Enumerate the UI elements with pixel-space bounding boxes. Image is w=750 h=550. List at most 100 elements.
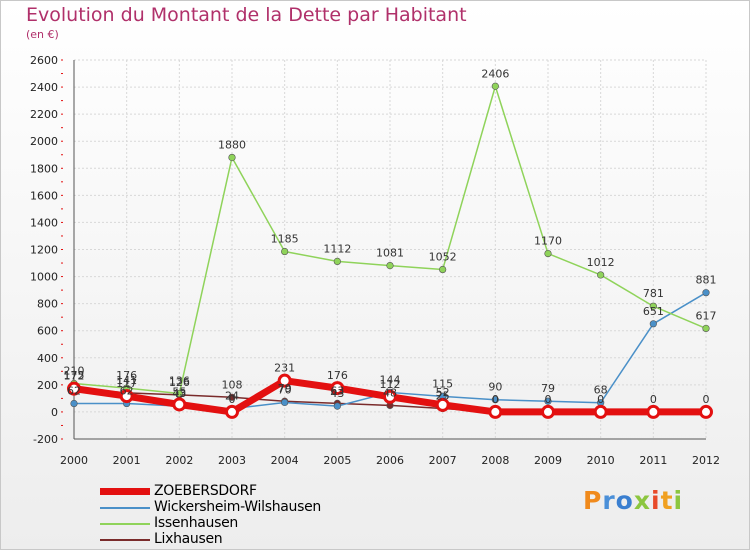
legend-label-wickersheim: Wickersheim-Wilshausen: [154, 499, 322, 515]
data-label-issenhausen: 2406: [481, 67, 509, 80]
legend-label-issenhausen: Issenhausen: [154, 515, 239, 531]
point-issenhausen: [175, 389, 183, 398]
x-tick-label: 2011: [639, 454, 667, 467]
y-tick-label: 0: [51, 406, 58, 419]
data-label-lixhausen: 141: [116, 374, 137, 387]
point-issenhausen: [333, 257, 341, 266]
legend-label-lixhausen: Lixhausen: [154, 531, 223, 547]
data-label-zoebersdorf: 0: [597, 393, 604, 406]
point-issenhausen: [386, 262, 394, 270]
logo-letter: i: [651, 486, 661, 515]
data-label-zoebersdorf: 172: [64, 370, 85, 383]
data-label-wickersheim-wilshausen: 881: [696, 274, 717, 287]
data-label-wickersheim-wilshausen: 43: [330, 387, 344, 400]
data-label-wickersheim-wilshausen: 68: [594, 384, 608, 397]
y-tick-label: 1400: [30, 216, 58, 229]
point-zoebersdorf: [119, 389, 134, 404]
logo-letter: r: [602, 486, 616, 515]
data-label-issenhausen: 1880: [218, 138, 246, 151]
y-tick-label: 600: [37, 325, 58, 338]
point-wickersheim-wilshausen: [281, 398, 289, 407]
y-tick-label: 2200: [30, 108, 58, 121]
data-label-lixhausen: 126: [169, 376, 190, 389]
point-wickersheim-wilshausen: [333, 402, 341, 410]
point-wickersheim-wilshausen: [491, 396, 499, 404]
data-label-wickersheim-wilshausen: 70: [278, 383, 292, 396]
data-label-issenhausen: 781: [643, 287, 664, 300]
data-label-wickersheim-wilshausen: 62: [120, 385, 134, 398]
x-tick-label: 2010: [587, 454, 615, 467]
x-tick-label: 2012: [692, 454, 720, 467]
legend-item-issenhausen: Issenhausen: [100, 515, 400, 532]
y-tick-label: 1600: [30, 189, 58, 202]
data-label-zoebersdorf: 0: [492, 393, 499, 406]
data-label-issenhausen: 617: [696, 309, 717, 322]
point-zoebersdorf: [172, 397, 187, 412]
data-label-lixhausen: 108: [222, 378, 243, 391]
point-zoebersdorf: [646, 404, 661, 419]
data-label-wickersheim-wilshausen: 144: [380, 373, 401, 386]
data-label-wickersheim-wilshausen: 43: [172, 387, 186, 400]
data-label-wickersheim-wilshausen: 62: [67, 385, 81, 398]
point-zoebersdorf: [277, 373, 292, 388]
data-label-lixhausen: 175: [64, 369, 85, 382]
data-labels: 175 141 126 108 79 63 48 25 62 62 43 24 70 43 144 115 90…: [64, 67, 717, 406]
x-tick-label: 2006: [376, 454, 404, 467]
data-label-lixhausen: 79: [278, 382, 292, 395]
data-label-zoebersdorf: 112: [380, 378, 401, 391]
point-wickersheim-wilshausen: [544, 397, 552, 405]
proxiti-logo: Proxiti: [583, 486, 683, 515]
y-tick-label: 2600: [30, 54, 58, 67]
data-label-issenhausen: 1170: [534, 235, 562, 248]
x-tick-label: 2000: [60, 454, 88, 467]
point-wickersheim-wilshausen: [702, 289, 710, 297]
point-zoebersdorf: [225, 404, 239, 419]
data-label-wickersheim-wilshausen: 651: [643, 305, 664, 318]
point-zoebersdorf: [67, 381, 81, 396]
y-tick-label: 800: [37, 298, 58, 311]
data-label-zoebersdorf: 0: [650, 393, 657, 406]
y-tick-label: 2000: [30, 135, 58, 148]
point-issenhausen: [597, 271, 605, 279]
point-issenhausen: [281, 247, 289, 256]
y-tick-label: 1200: [30, 244, 58, 257]
x-tick-label: 2007: [429, 454, 457, 467]
data-label-wickersheim-wilshausen: 79: [541, 382, 555, 395]
data-label-issenhausen: 176: [116, 369, 137, 382]
data-label-lixhausen: 25: [436, 390, 450, 403]
point-zoebersdorf: [488, 404, 503, 419]
legend-item-zoebersdorf: ZOEBERSDORF: [100, 483, 400, 500]
point-issenhausen: [544, 249, 552, 258]
x-tick-label: 2009: [534, 454, 562, 467]
point-zoebersdorf: [435, 397, 450, 412]
data-label-zoebersdorf: 231: [274, 362, 295, 375]
legend-swatch-issenhausen: [100, 523, 150, 525]
logo-letter: x: [633, 486, 651, 515]
point-zoebersdorf: [383, 389, 397, 404]
y-tick-label: 1000: [30, 271, 58, 284]
data-label-zoebersdorf: 0: [703, 393, 710, 406]
data-label-wickersheim-wilshausen: 24: [225, 390, 239, 403]
point-wickersheim-wilshausen: [70, 399, 78, 408]
legend-swatch-wickersheim: [100, 507, 150, 509]
legend-swatch-zoebersdorf: [100, 488, 150, 495]
data-label-lixhausen: 63: [330, 384, 344, 397]
data-label-wickersheim-wilshausen: 115: [432, 377, 453, 390]
point-zoebersdorf: [330, 381, 345, 396]
x-tick-label: 2002: [165, 454, 193, 467]
y-tick-label: 1800: [30, 162, 58, 175]
y-tick-label: 2400: [30, 81, 58, 94]
x-tick-label: 2005: [323, 454, 351, 467]
axes: -200020040060080010001200140016001800200…: [30, 54, 720, 467]
point-issenhausen: [228, 153, 236, 162]
point-zoebersdorf: [541, 404, 555, 419]
logo-letter: t: [660, 486, 674, 515]
data-label-issenhausen: 1112: [323, 242, 351, 255]
grid: [73, 59, 707, 440]
point-lixhausen: [228, 393, 236, 401]
data-label-issenhausen: 1081: [376, 247, 404, 260]
logo-letter: P: [583, 486, 603, 515]
data-label-zoebersdorf: 52: [436, 386, 450, 399]
